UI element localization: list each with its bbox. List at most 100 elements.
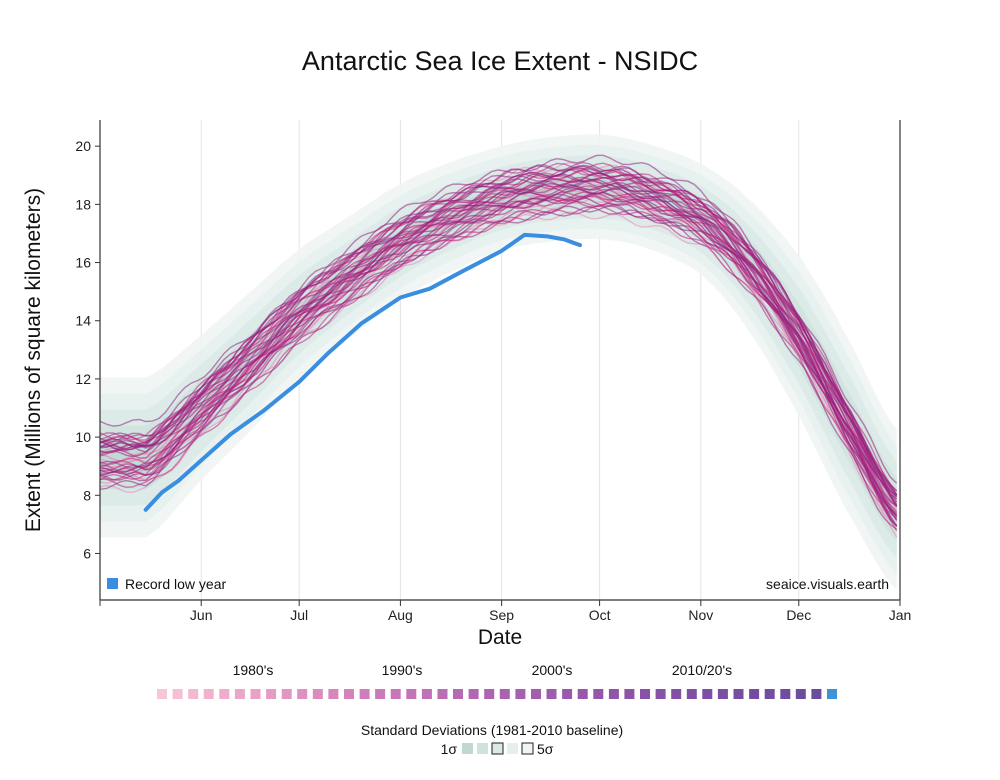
year-swatch <box>671 689 682 699</box>
year-swatch <box>203 689 214 699</box>
axes <box>95 120 901 606</box>
year-swatch <box>749 689 760 699</box>
std-dev-swatch <box>477 743 488 754</box>
year-swatch <box>531 689 541 699</box>
year-line-1986 <box>99 184 898 538</box>
year-swatch <box>546 689 557 699</box>
year-swatch <box>624 689 635 699</box>
std-dev-swatch <box>462 743 473 754</box>
std-dev-swatches <box>462 742 534 755</box>
year-swatch <box>484 689 495 699</box>
y-tick-labels: 6 8 10 12 14 16 18 20 <box>75 138 91 561</box>
year-swatch <box>234 689 245 699</box>
year-swatch <box>250 689 261 699</box>
historical-year-lines <box>99 154 898 538</box>
year-swatch <box>608 689 619 699</box>
year-line-2021 <box>99 161 898 500</box>
year-swatch <box>593 689 604 699</box>
year-swatch <box>312 689 323 699</box>
year-swatch <box>655 689 666 699</box>
std-dev-legend-title: Standard Deviations (1981-2010 baseline) <box>361 722 623 738</box>
year-swatch <box>281 689 292 699</box>
y-tick-label: 20 <box>75 138 91 154</box>
legend-swatch <box>107 578 118 589</box>
std-dev-low-label: 1σ <box>441 741 458 757</box>
legend: Record low year <box>107 576 226 592</box>
year-swatch <box>499 689 510 699</box>
x-tick-label: Sep <box>489 607 514 623</box>
year-swatch <box>515 689 526 699</box>
decade-labels: 1980's 1990's 2000's 2010/20's <box>233 662 733 678</box>
decade-label: 1990's <box>382 662 423 678</box>
x-tick-label: Aug <box>388 607 413 623</box>
x-tick-label: Dec <box>786 607 811 623</box>
year-swatch <box>157 689 167 699</box>
y-tick-label: 10 <box>75 429 91 445</box>
year-swatch <box>390 689 401 699</box>
y-tick-label: 12 <box>75 371 91 387</box>
year-swatch <box>437 689 448 699</box>
decade-label: 2010/20's <box>672 662 732 678</box>
year-swatch <box>328 689 339 699</box>
year-swatch <box>359 689 370 699</box>
year-swatch <box>188 689 199 699</box>
year-line-2011 <box>99 182 898 518</box>
year-swatch <box>453 689 463 699</box>
x-axis-title: Date <box>478 626 522 649</box>
year-swatch <box>266 689 277 699</box>
y-tick-label: 16 <box>75 255 91 271</box>
year-swatch <box>640 689 650 699</box>
plot-area <box>99 120 898 600</box>
year-swatch <box>421 689 432 699</box>
year-color-legend <box>157 689 837 699</box>
year-swatch <box>562 689 573 699</box>
year-swatch <box>406 689 417 699</box>
record-low-line <box>143 232 582 512</box>
year-swatch <box>780 689 791 699</box>
year-swatch <box>764 689 775 699</box>
std-dev-high-label: 5σ <box>537 741 554 757</box>
year-swatch <box>811 689 822 699</box>
y-tick-label: 14 <box>75 313 91 329</box>
year-swatch <box>219 689 230 699</box>
std-dev-swatch <box>521 742 534 755</box>
legend-label: Record low year <box>125 576 226 592</box>
y-tick-label: 18 <box>75 196 91 212</box>
x-tick-label: Jun <box>190 607 213 623</box>
year-swatch <box>795 689 806 699</box>
y-axis-title: Extent (Millions of square kilometers) <box>22 188 45 532</box>
std-dev-swatch <box>491 742 504 755</box>
year-line-2010 <box>99 187 898 498</box>
year-swatch <box>375 689 386 699</box>
std-dev-swatch <box>507 743 518 754</box>
y-tick-label: 8 <box>83 487 91 503</box>
year-line-2015 <box>99 196 898 530</box>
year-swatch <box>297 689 308 699</box>
decade-label: 1980's <box>233 662 274 678</box>
year-swatch <box>717 689 728 699</box>
year-line-2016 <box>99 186 898 518</box>
x-tick-label: Jan <box>889 607 912 623</box>
year-swatch <box>702 689 713 699</box>
year-line-2022 <box>99 166 898 492</box>
decade-label: 2000's <box>532 662 573 678</box>
x-tick-label: Jul <box>290 607 308 623</box>
year-swatch <box>468 689 479 699</box>
year-swatch <box>577 689 588 699</box>
std-dev-band-4 <box>100 144 897 574</box>
std-dev-band-1 <box>100 176 897 526</box>
x-tick-label: Oct <box>589 607 611 623</box>
year-swatch <box>827 689 837 699</box>
year-swatch <box>344 689 354 699</box>
chart-title: Antarctic Sea Ice Extent - NSIDC <box>302 46 698 76</box>
year-swatch <box>686 689 697 699</box>
year-swatch <box>172 689 183 699</box>
y-tick-label: 6 <box>83 545 91 561</box>
x-tick-label: Nov <box>688 607 713 623</box>
credit-label: seaice.visuals.earth <box>766 576 889 592</box>
record-low-series <box>143 232 582 512</box>
year-line-2020 <box>99 178 898 497</box>
year-swatch <box>733 689 744 699</box>
x-tick-labels: Jun Jul Aug Sep Oct Nov Dec Jan <box>190 607 911 623</box>
